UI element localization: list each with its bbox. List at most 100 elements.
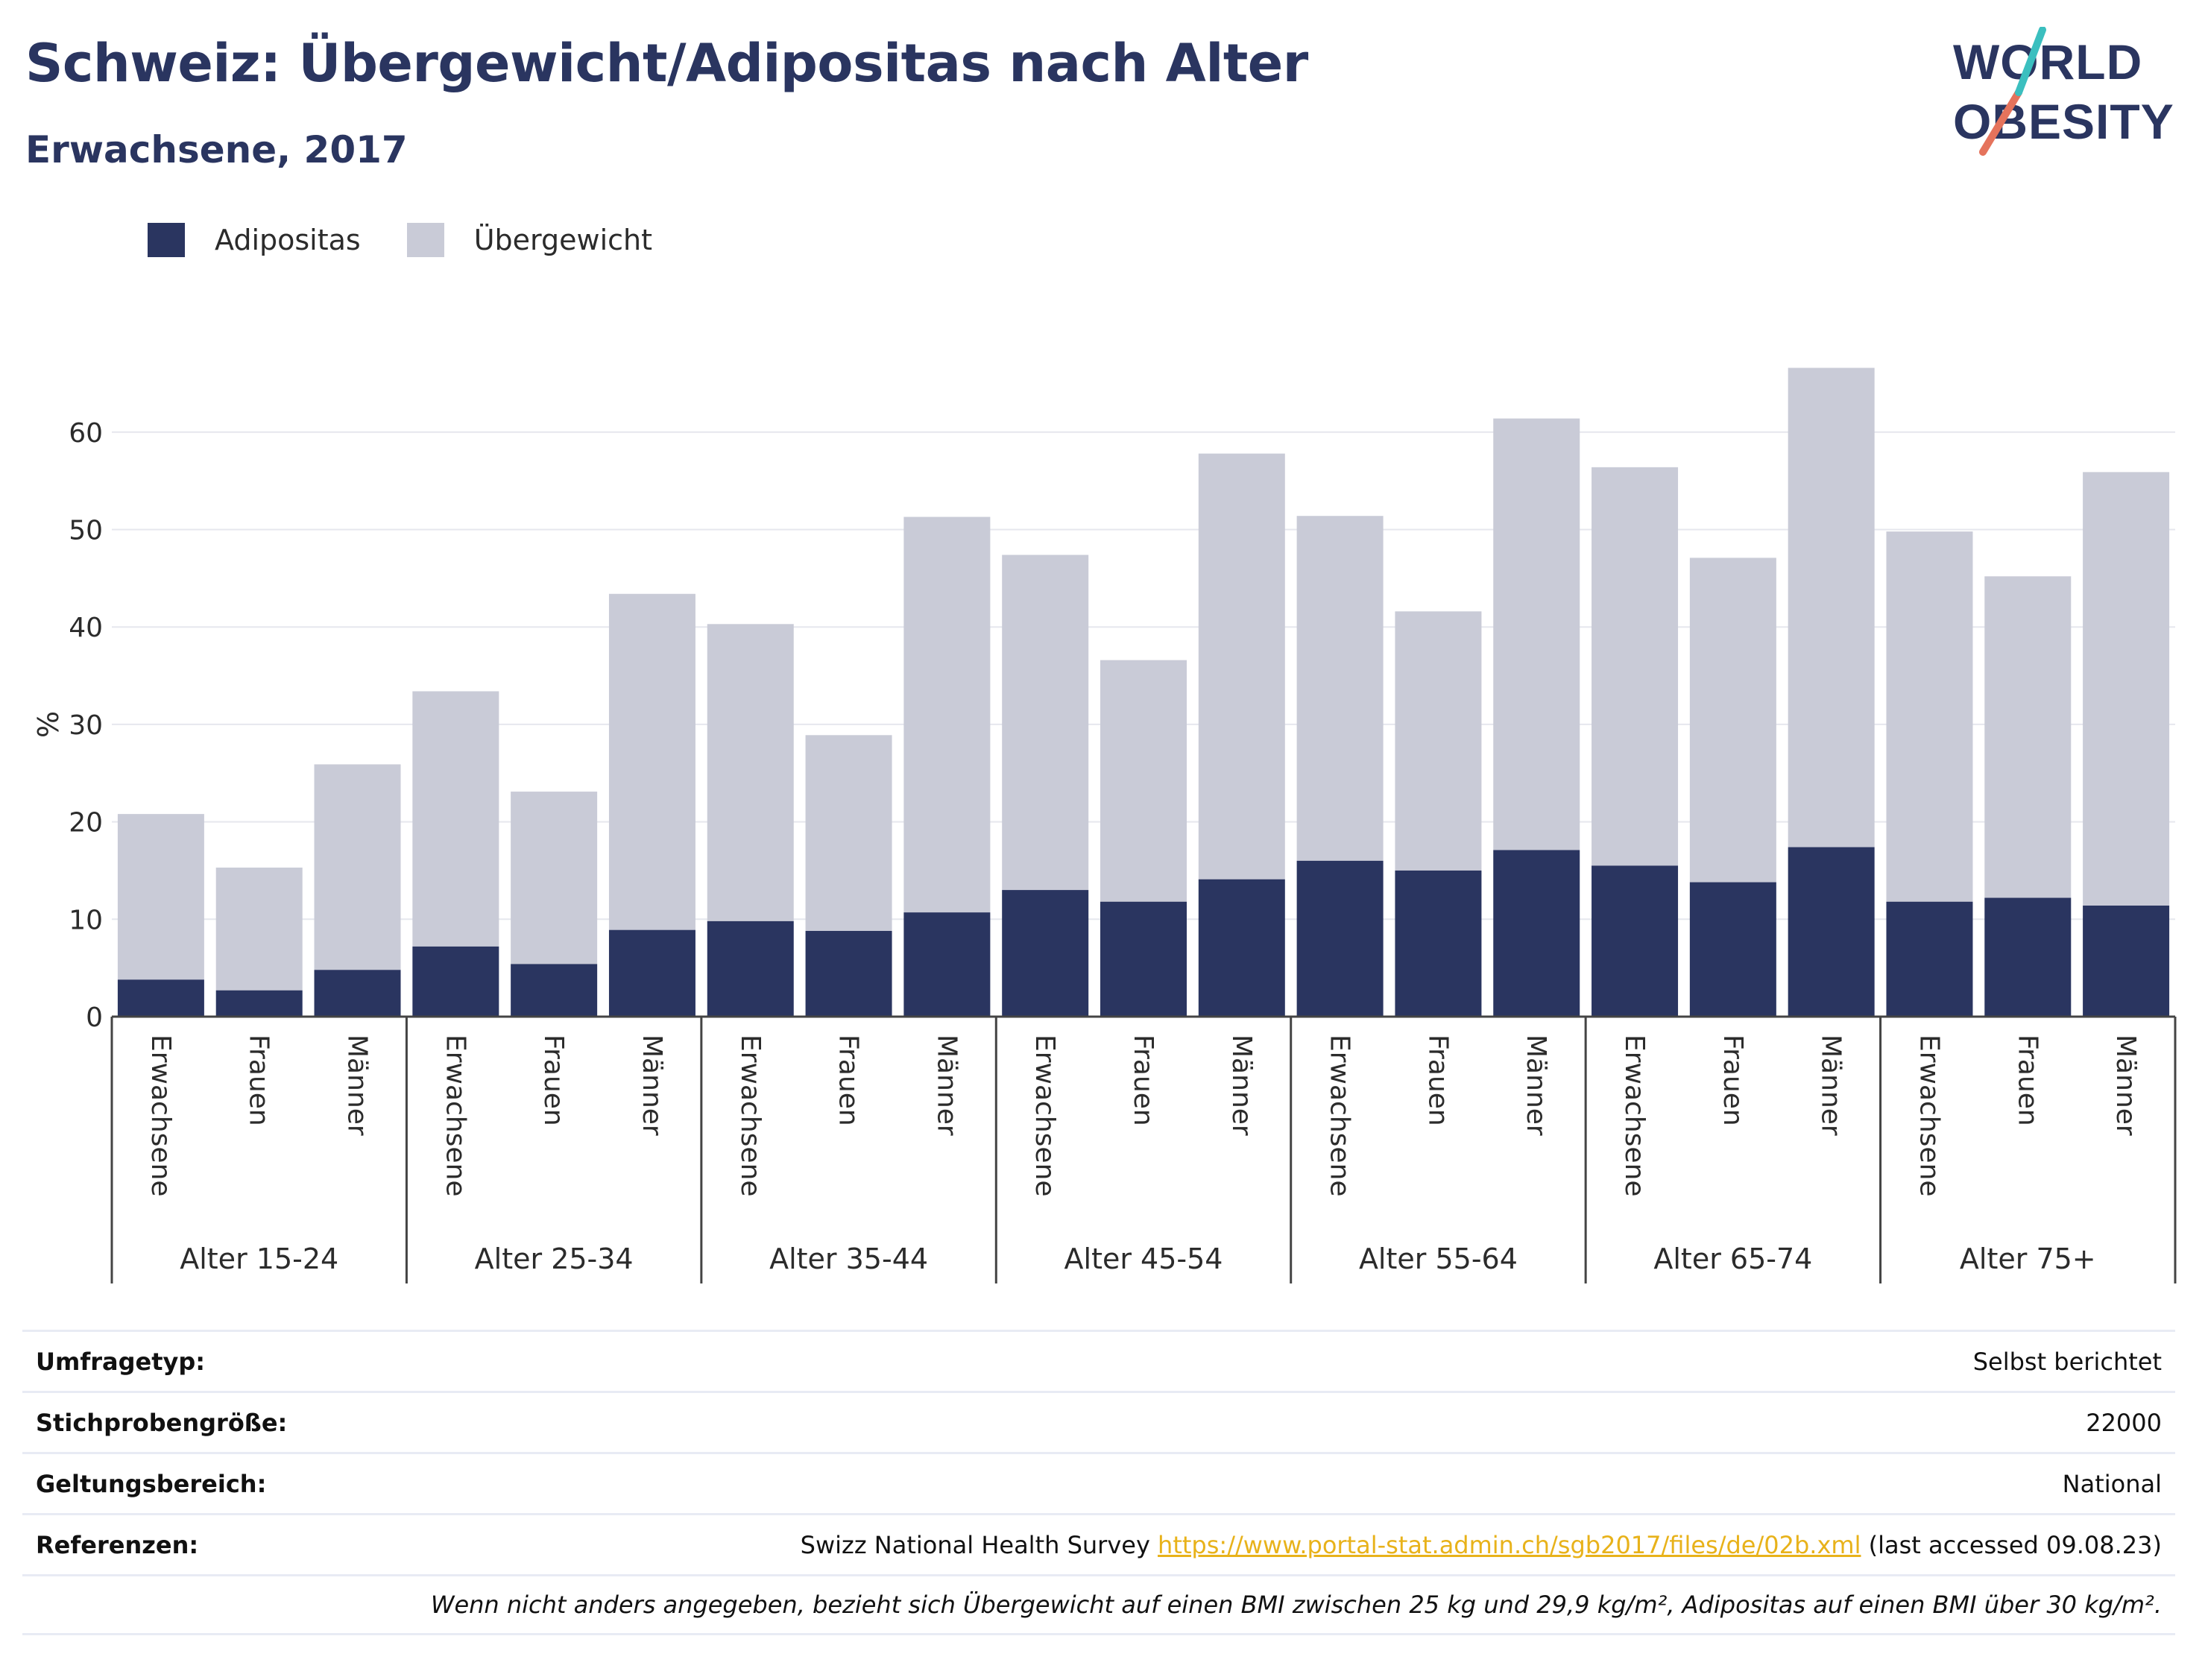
legend-label-adipositas: Adipositas <box>215 224 361 256</box>
bar-adipositas <box>1592 865 1679 1017</box>
world-obesity-logo: WORLD OBESITY <box>1953 27 2174 156</box>
bar-adipositas <box>805 930 892 1017</box>
x-subcategory-label: Frauen <box>833 1035 864 1126</box>
x-subcategory-label: Erwachsene <box>735 1035 766 1197</box>
footer-table: Umfragetyp: Selbst berichtet Stichproben… <box>22 1330 2175 1635</box>
legend-item-uebergewicht: Übergewicht <box>406 223 652 257</box>
bar-adipositas <box>412 946 499 1017</box>
bar-uebergewicht <box>1493 418 1580 850</box>
x-subcategory-label: Männer <box>931 1035 962 1136</box>
footer-row-scope: Geltungsbereich: National <box>22 1452 2175 1513</box>
legend-item-adipositas: Adipositas <box>148 223 361 257</box>
bar-adipositas <box>1002 890 1089 1017</box>
x-subcategory-label: Erwachsene <box>1619 1035 1650 1197</box>
x-subcategory-label: Erwachsene <box>440 1035 470 1197</box>
references-link[interactable]: https://www.portal-stat.admin.ch/sgb2017… <box>1158 1530 1861 1559</box>
scope-value: National <box>2062 1469 2162 1498</box>
footer-row-survey-type: Umfragetyp: Selbst berichtet <box>22 1330 2175 1391</box>
bar-uebergewicht <box>2083 472 2170 906</box>
chart-legend: Adipositas Übergewicht <box>148 219 698 261</box>
x-subcategory-label: Frauen <box>538 1035 569 1126</box>
x-subcategory-label: Frauen <box>2012 1035 2042 1126</box>
bar-adipositas <box>2083 906 2170 1017</box>
references-value: Swizz National Health Survey https://www… <box>801 1531 2162 1559</box>
y-tick-label: 50 <box>69 516 103 546</box>
page-title: Schweiz: Übergewicht/Adipositas nach Alt… <box>25 33 1308 94</box>
bar-uebergewicht <box>1689 558 1776 882</box>
bar-uebergewicht <box>314 764 401 970</box>
y-tick-label: 60 <box>69 418 103 449</box>
bar-uebergewicht <box>215 868 303 991</box>
x-subcategory-label: Frauen <box>1717 1035 1748 1126</box>
x-subcategory-label: Erwachsene <box>1325 1035 1355 1197</box>
bar-uebergewicht <box>1886 531 1973 902</box>
bar-adipositas <box>903 912 991 1017</box>
y-tick-label: 30 <box>69 710 103 741</box>
stacked-bar-chart: 0 10 20 30 40 50 60% Erwachsene Frauen Männer Alte… <box>32 367 2177 1283</box>
footer-row-note: Wenn nicht anders angegeben, bezieht sic… <box>22 1574 2175 1635</box>
x-group-label: Alter 55-64 <box>1359 1242 1518 1275</box>
bar-adipositas <box>1788 847 1875 1017</box>
bar-adipositas <box>1886 901 1973 1017</box>
bar-uebergewicht <box>805 735 892 931</box>
bar-adipositas <box>511 964 598 1017</box>
bar-uebergewicht <box>1100 660 1187 902</box>
bar-uebergewicht <box>1984 576 2072 898</box>
bar-uebergewicht <box>511 792 598 964</box>
x-subcategory-label: Männer <box>342 1035 373 1136</box>
legend-label-uebergewicht: Übergewicht <box>473 224 652 256</box>
x-subcategory-label: Männer <box>637 1035 667 1136</box>
x-group-label: Alter 75+ <box>1960 1242 2096 1275</box>
x-subcategory-label: Frauen <box>1128 1035 1158 1126</box>
footer-row-sample-size: Stichprobengröße: 22000 <box>22 1391 2175 1452</box>
bar-uebergewicht <box>412 691 499 947</box>
x-subcategory-label: Männer <box>2110 1035 2141 1136</box>
bar-uebergewicht <box>608 593 695 930</box>
bar-uebergewicht <box>707 624 794 921</box>
y-tick-label: 0 <box>86 1002 103 1033</box>
x-subcategory-label: Männer <box>1521 1035 1551 1136</box>
x-group-label: Alter 15-24 <box>180 1242 338 1275</box>
references-label: Referenzen: <box>36 1530 199 1559</box>
sample-size-value: 22000 <box>2086 1408 2162 1437</box>
bar-uebergewicht <box>1002 555 1089 891</box>
x-subcategory-label: Erwachsene <box>1914 1035 1944 1197</box>
x-subcategory-label: Männer <box>1226 1035 1257 1136</box>
x-group-label: Alter 65-74 <box>1653 1242 1812 1275</box>
legend-swatch-adipositas <box>148 223 185 257</box>
bar-uebergewicht <box>903 517 991 913</box>
x-subcategory-label: Frauen <box>1422 1035 1453 1126</box>
bar-uebergewicht <box>1296 516 1384 861</box>
survey-type-label: Umfragetyp: <box>36 1347 206 1376</box>
bar-uebergewicht <box>1592 467 1679 866</box>
references-source: Swizz National Health Survey <box>800 1530 1150 1559</box>
bar-adipositas <box>1395 870 1482 1017</box>
bar-adipositas <box>1198 879 1285 1017</box>
bar-adipositas <box>608 929 695 1017</box>
bar-uebergewicht <box>117 814 204 980</box>
y-tick-label: 10 <box>69 905 103 935</box>
y-axis-label: % <box>32 711 65 738</box>
scope-label: Geltungsbereich: <box>36 1469 267 1498</box>
references-accessed: (last accessed 09.08.23) <box>1868 1530 2162 1559</box>
x-group-label: Alter 45-54 <box>1064 1242 1223 1275</box>
footer-row-references: Referenzen: Swizz National Health Survey… <box>22 1513 2175 1574</box>
bar-adipositas <box>1689 882 1776 1017</box>
page-subtitle: Erwachsene, 2017 <box>25 128 408 171</box>
bar-adipositas <box>1296 860 1384 1017</box>
bar-adipositas <box>1493 850 1580 1017</box>
sample-size-label: Stichprobengröße: <box>36 1408 288 1437</box>
y-tick-label: 40 <box>69 613 103 643</box>
x-group-label: Alter 35-44 <box>769 1242 928 1275</box>
bar-adipositas <box>314 970 401 1017</box>
bar-uebergewicht <box>1788 367 1875 847</box>
x-group-label: Alter 25-34 <box>475 1242 634 1275</box>
bar-adipositas <box>707 920 794 1017</box>
bar-adipositas <box>1100 901 1187 1017</box>
y-tick-label: 20 <box>69 808 103 839</box>
footnote: Wenn nicht anders angegeben, bezieht sic… <box>430 1591 2162 1619</box>
survey-type-value: Selbst berichtet <box>1972 1347 2162 1376</box>
bar-adipositas <box>117 979 204 1017</box>
svg-text:WORLD: WORLD <box>1953 34 2142 89</box>
bar-adipositas <box>215 990 303 1017</box>
